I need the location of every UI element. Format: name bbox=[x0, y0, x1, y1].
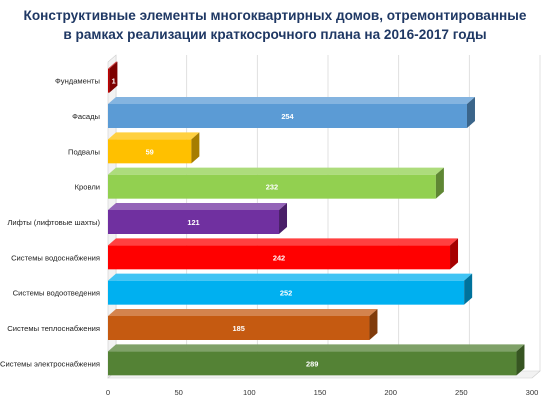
bar-5 bbox=[108, 203, 288, 234]
bar-top bbox=[108, 203, 288, 210]
category-label: Фундаменты bbox=[55, 77, 100, 86]
bars bbox=[108, 61, 525, 376]
x-tick-label: 200 bbox=[384, 388, 397, 397]
bar-front bbox=[108, 174, 436, 199]
bar-front bbox=[108, 245, 451, 270]
bar-8 bbox=[108, 309, 378, 340]
bar-top bbox=[108, 132, 200, 140]
chart-title: Конструктивные элементы многоквартирных … bbox=[0, 6, 550, 44]
category-label: Лифты (лифтовые шахты) bbox=[7, 218, 100, 227]
bar-front bbox=[108, 139, 192, 164]
bar-side bbox=[279, 203, 288, 234]
chart-title-line-2: в рамках реализации краткосрочного плана… bbox=[63, 27, 487, 42]
bar-9 bbox=[108, 344, 525, 376]
category-labels: Фундаменты Фасады Подвалы Кровли Лифты (лифт… bbox=[0, 77, 100, 369]
bar-front bbox=[108, 210, 280, 234]
bar-side bbox=[464, 273, 473, 305]
bar-top bbox=[108, 61, 118, 69]
x-tick-label: 50 bbox=[174, 388, 182, 397]
bar-side bbox=[450, 238, 459, 270]
bar-front bbox=[108, 316, 370, 340]
bar-top bbox=[108, 238, 459, 246]
bar-top bbox=[108, 344, 525, 352]
data-label: 242 bbox=[273, 253, 285, 262]
x-tick-label: 250 bbox=[455, 388, 468, 397]
x-tick-label: 100 bbox=[243, 388, 256, 397]
data-label: 59 bbox=[146, 147, 154, 156]
data-labels: 1 254 59 232 121 242 252 185 289 bbox=[112, 77, 319, 369]
bar-4 bbox=[108, 167, 444, 199]
chart-title-line-1: Конструктивные элементы многоквартирных … bbox=[23, 8, 527, 23]
bar-7 bbox=[108, 273, 473, 305]
bar-side bbox=[369, 309, 378, 340]
bar-front bbox=[108, 104, 467, 128]
category-label: Системы водоотведения bbox=[13, 289, 100, 298]
category-label: Подвалы bbox=[68, 147, 100, 156]
bar-front bbox=[108, 68, 110, 93]
bar-6 bbox=[108, 238, 459, 270]
x-tick-label: 150 bbox=[314, 388, 327, 397]
data-label: 1 bbox=[112, 77, 116, 86]
category-label: Кровли bbox=[75, 183, 100, 192]
x-tick-label: 0 bbox=[106, 388, 110, 397]
bar-top bbox=[108, 167, 444, 175]
bar-side bbox=[516, 344, 525, 376]
data-label: 121 bbox=[187, 218, 199, 227]
data-label: 254 bbox=[281, 112, 294, 121]
bar-3 bbox=[108, 132, 200, 164]
bar-top bbox=[108, 97, 475, 104]
bar-top bbox=[108, 273, 473, 281]
bar-front bbox=[108, 351, 517, 376]
data-label: 252 bbox=[280, 289, 292, 298]
data-label: 289 bbox=[306, 359, 318, 368]
bar-front bbox=[108, 280, 465, 305]
category-label: Системы водоснабжения bbox=[11, 253, 100, 262]
bar-side bbox=[191, 132, 200, 164]
x-tick-label: 300 bbox=[526, 388, 539, 397]
data-label: 185 bbox=[233, 324, 245, 333]
bar-1 bbox=[108, 61, 118, 93]
bar-side bbox=[109, 61, 118, 93]
category-label: Системы электроснабжения bbox=[0, 359, 100, 368]
category-label: Фасады bbox=[72, 112, 100, 121]
data-label: 232 bbox=[266, 183, 278, 192]
bar-2 bbox=[108, 97, 475, 128]
bar-side bbox=[466, 97, 475, 128]
bar-side bbox=[435, 167, 444, 199]
bar-top bbox=[108, 309, 378, 316]
category-label: Системы теплоснабжения bbox=[7, 324, 100, 333]
x-tick-labels: 0 50 100 150 200 250 300 bbox=[106, 388, 538, 397]
